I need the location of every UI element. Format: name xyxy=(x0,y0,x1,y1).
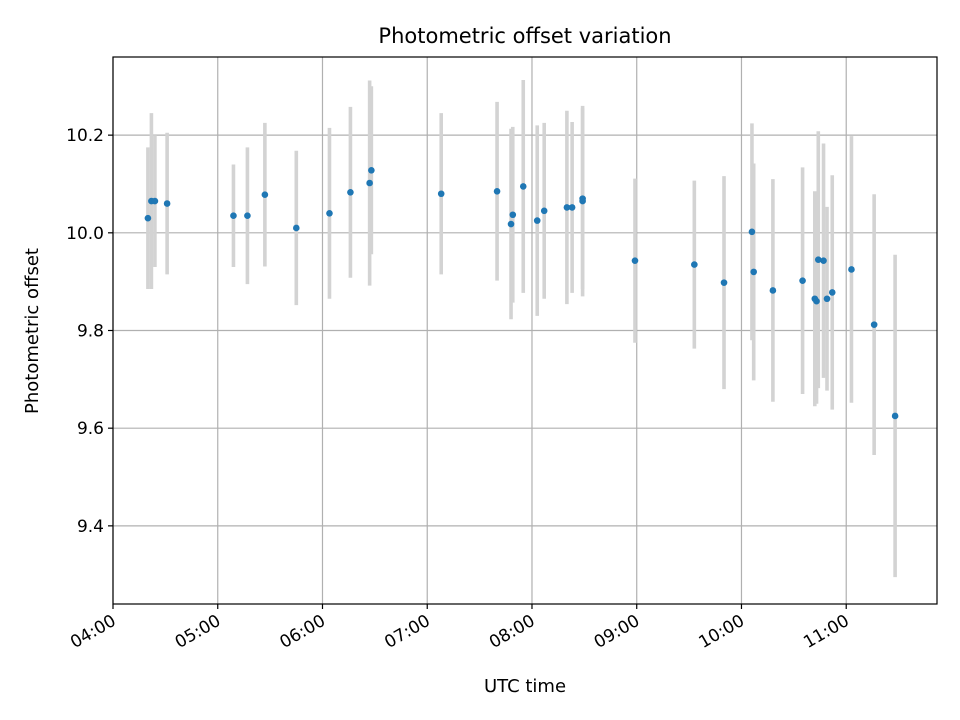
x-tick-label: 06:00 xyxy=(277,611,329,653)
x-tick-label: 08:00 xyxy=(486,611,538,653)
data-point xyxy=(568,204,576,211)
data-points xyxy=(144,167,899,420)
data-point xyxy=(507,220,515,228)
data-point xyxy=(293,224,300,232)
data-point xyxy=(533,217,541,224)
data-point xyxy=(814,256,822,263)
data-point xyxy=(540,207,548,215)
data-point xyxy=(509,211,517,219)
data-point xyxy=(368,167,375,174)
data-point xyxy=(631,257,639,264)
data-point xyxy=(151,197,159,205)
y-tick-label: 9.6 xyxy=(77,419,104,439)
data-point xyxy=(769,287,777,294)
data-point xyxy=(519,183,527,190)
data-point xyxy=(720,279,728,286)
data-point xyxy=(579,195,586,202)
data-point xyxy=(848,266,855,273)
x-tick-label: 09:00 xyxy=(591,611,643,653)
data-point xyxy=(691,261,698,268)
data-point xyxy=(823,295,831,303)
data-point xyxy=(144,214,152,222)
data-point xyxy=(437,190,445,198)
y-tick-label: 9.8 xyxy=(77,322,104,342)
data-point xyxy=(244,212,251,220)
data-point xyxy=(820,257,827,264)
data-point xyxy=(870,321,878,328)
data-point xyxy=(163,200,171,207)
data-point xyxy=(891,412,899,420)
data-point xyxy=(326,209,333,217)
x-tick-label: 07:00 xyxy=(381,611,433,653)
data-point xyxy=(366,179,373,187)
x-tick-label: 11:00 xyxy=(800,611,852,653)
y-tick-label: 9.4 xyxy=(77,517,104,537)
x-axis-label: UTC time xyxy=(484,676,566,697)
y-tick-label: 10.2 xyxy=(66,126,104,146)
data-point xyxy=(748,228,756,236)
data-point xyxy=(230,212,237,220)
chart-title: Photometric offset variation xyxy=(378,24,671,48)
data-point xyxy=(828,289,836,296)
y-axis-label: Photometric offset xyxy=(22,248,43,414)
data-point xyxy=(261,191,269,199)
errorbars xyxy=(146,79,897,578)
data-point xyxy=(813,297,820,305)
x-tick-label: 05:00 xyxy=(172,611,224,653)
y-tick-label: 10.0 xyxy=(66,224,104,244)
data-point xyxy=(750,268,757,276)
data-point xyxy=(347,188,354,196)
axis-ticks: 04:00 05:00 06:00 07:00 08:00 09:00 10:00 11:00… xyxy=(66,126,853,653)
x-tick-label: 04:00 xyxy=(67,611,119,653)
data-point xyxy=(799,277,806,284)
data-point xyxy=(563,204,571,211)
data-point xyxy=(493,188,501,195)
x-tick-label: 10:00 xyxy=(696,611,748,653)
